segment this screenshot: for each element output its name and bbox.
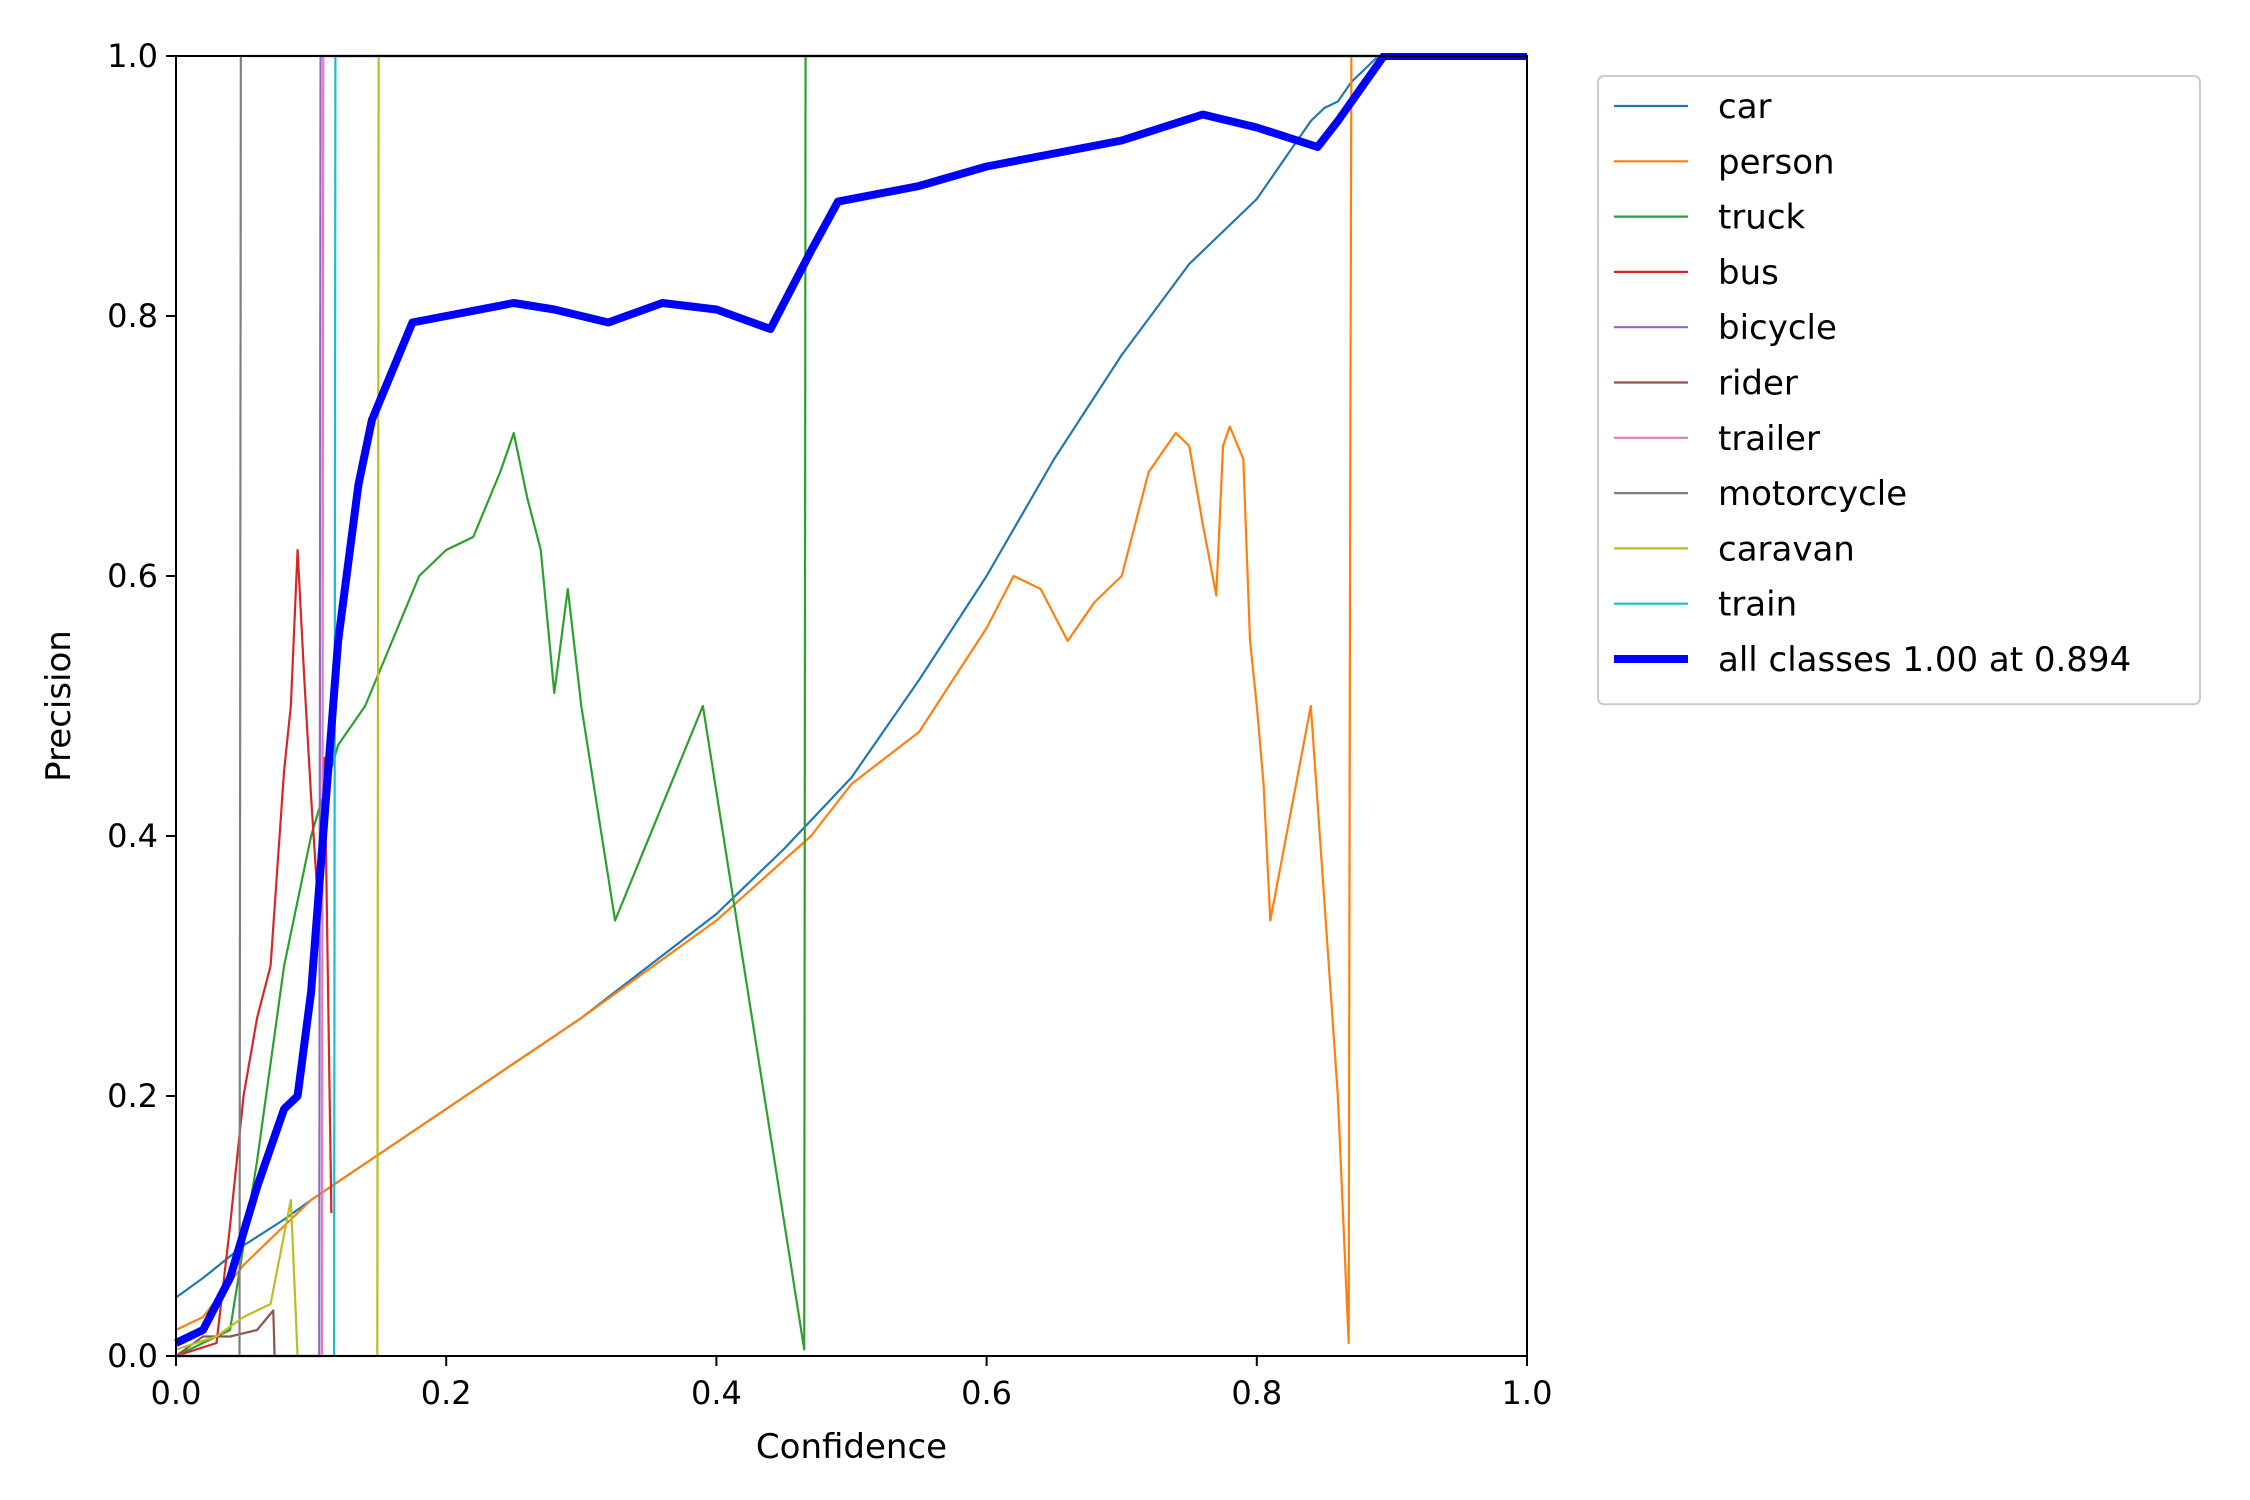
legend-label: person: [1718, 142, 1835, 182]
series-line-bus: [175, 548, 333, 1358]
legend-box: [1597, 75, 2201, 706]
legend-label: rider: [1718, 364, 1798, 404]
legend-label: train: [1718, 585, 1797, 625]
series-lines: [174, 53, 1527, 1358]
y-tick-label: 0.8: [107, 297, 158, 335]
y-tick-label: 1.0: [107, 37, 158, 75]
plot-frame: [175, 55, 1528, 1357]
x-tick-label: 0.6: [961, 1374, 1012, 1412]
y-tick-label: 0.6: [107, 557, 158, 595]
series-line-rider: [175, 1309, 276, 1357]
x-tick-label: 1.0: [1502, 1374, 1553, 1412]
legend-label: bicycle: [1718, 308, 1837, 348]
series-line-all: [174, 53, 1527, 1347]
legend-label: car: [1718, 87, 1772, 127]
series-line-person: [175, 54, 1527, 1345]
legend-label: trailer: [1718, 419, 1820, 459]
y-tick-label: 0.4: [107, 817, 158, 855]
x-tick-label: 0.2: [421, 1374, 472, 1412]
series-line-truck: [175, 54, 1527, 1357]
y-tick-label: 0.2: [107, 1077, 158, 1115]
x-tick-label: 0.4: [691, 1374, 742, 1412]
legend-label: truck: [1718, 198, 1806, 238]
y-axis-label: Precision: [39, 630, 79, 782]
legend: car person truck bus bicycle rider trailer moto…: [1597, 75, 2201, 706]
x-tick-label: 0.0: [151, 1374, 202, 1412]
legend-label: motorcycle: [1718, 474, 1907, 514]
axis-ticks: 0.00.0 0.2 0.2 0.4 0.4 0.6 0.6 0.8 0.8 1.0 1.0: [107, 37, 1552, 1412]
y-tick-label: 0.0: [107, 1337, 158, 1375]
series-line-caravan: [175, 54, 1527, 1358]
legend-label: caravan: [1718, 529, 1855, 569]
legend-label: bus: [1718, 253, 1779, 293]
x-tick-label: 0.8: [1231, 1374, 1282, 1412]
legend-label: all classes 1.00 at 0.894: [1718, 640, 2131, 680]
x-axis-label: Confidence: [756, 1427, 947, 1467]
